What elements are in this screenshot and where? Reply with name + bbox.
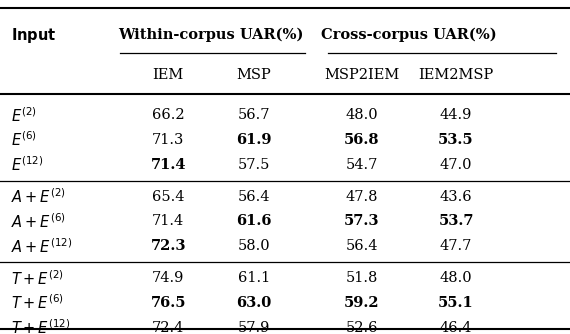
Text: 72.3: 72.3: [150, 239, 186, 253]
Text: $T+E^{(2)}$: $T+E^{(2)}$: [11, 269, 64, 288]
Text: 61.6: 61.6: [236, 214, 271, 228]
Text: 76.5: 76.5: [150, 296, 186, 310]
Text: 56.7: 56.7: [237, 108, 270, 122]
Text: MSP: MSP: [237, 68, 271, 82]
Text: 74.9: 74.9: [152, 271, 184, 285]
Text: $\mathbf{Input}$: $\mathbf{Input}$: [11, 26, 57, 44]
Text: Within-corpus UAR(%): Within-corpus UAR(%): [118, 28, 304, 42]
Text: $E^{(6)}$: $E^{(6)}$: [11, 131, 38, 149]
Text: 44.9: 44.9: [440, 108, 472, 122]
Text: Cross-corpus UAR(%): Cross-corpus UAR(%): [321, 28, 497, 42]
Text: 65.4: 65.4: [152, 190, 185, 204]
Text: 56.4: 56.4: [345, 239, 378, 253]
Text: 47.7: 47.7: [440, 239, 472, 253]
Text: 53.5: 53.5: [438, 133, 474, 147]
Text: $T+E^{(6)}$: $T+E^{(6)}$: [11, 294, 64, 312]
Text: 66.2: 66.2: [152, 108, 185, 122]
Text: 58.0: 58.0: [237, 239, 270, 253]
Text: 56.8: 56.8: [344, 133, 380, 147]
Text: 48.0: 48.0: [345, 108, 378, 122]
Text: 53.7: 53.7: [438, 214, 474, 228]
Text: 72.4: 72.4: [152, 321, 184, 334]
Text: MSP2IEM: MSP2IEM: [324, 68, 400, 82]
Text: 47.8: 47.8: [345, 190, 378, 204]
Text: 46.4: 46.4: [439, 321, 473, 334]
Text: 43.6: 43.6: [439, 190, 473, 204]
Text: IEM2MSP: IEM2MSP: [418, 68, 494, 82]
Text: 55.1: 55.1: [438, 296, 474, 310]
Text: 52.6: 52.6: [345, 321, 378, 334]
Text: $T+E^{(12)}$: $T+E^{(12)}$: [11, 318, 71, 334]
Text: 61.1: 61.1: [238, 271, 270, 285]
Text: 61.9: 61.9: [236, 133, 271, 147]
Text: 48.0: 48.0: [439, 271, 473, 285]
Text: 71.4: 71.4: [152, 214, 184, 228]
Text: $A+E^{(6)}$: $A+E^{(6)}$: [11, 212, 66, 231]
Text: $A+E^{(12)}$: $A+E^{(12)}$: [11, 237, 72, 256]
Text: 57.5: 57.5: [238, 158, 270, 172]
Text: 51.8: 51.8: [346, 271, 378, 285]
Text: 71.3: 71.3: [152, 133, 184, 147]
Text: 57.9: 57.9: [238, 321, 270, 334]
Text: IEM: IEM: [153, 68, 184, 82]
Text: $E^{(12)}$: $E^{(12)}$: [11, 155, 44, 174]
Text: 47.0: 47.0: [439, 158, 473, 172]
Text: 71.4: 71.4: [150, 158, 186, 172]
Text: 54.7: 54.7: [346, 158, 378, 172]
Text: 56.4: 56.4: [237, 190, 270, 204]
Text: $E^{(2)}$: $E^{(2)}$: [11, 106, 38, 125]
Text: 63.0: 63.0: [236, 296, 271, 310]
Text: $A+E^{(2)}$: $A+E^{(2)}$: [11, 187, 66, 206]
Text: 57.3: 57.3: [344, 214, 380, 228]
Text: 59.2: 59.2: [344, 296, 380, 310]
